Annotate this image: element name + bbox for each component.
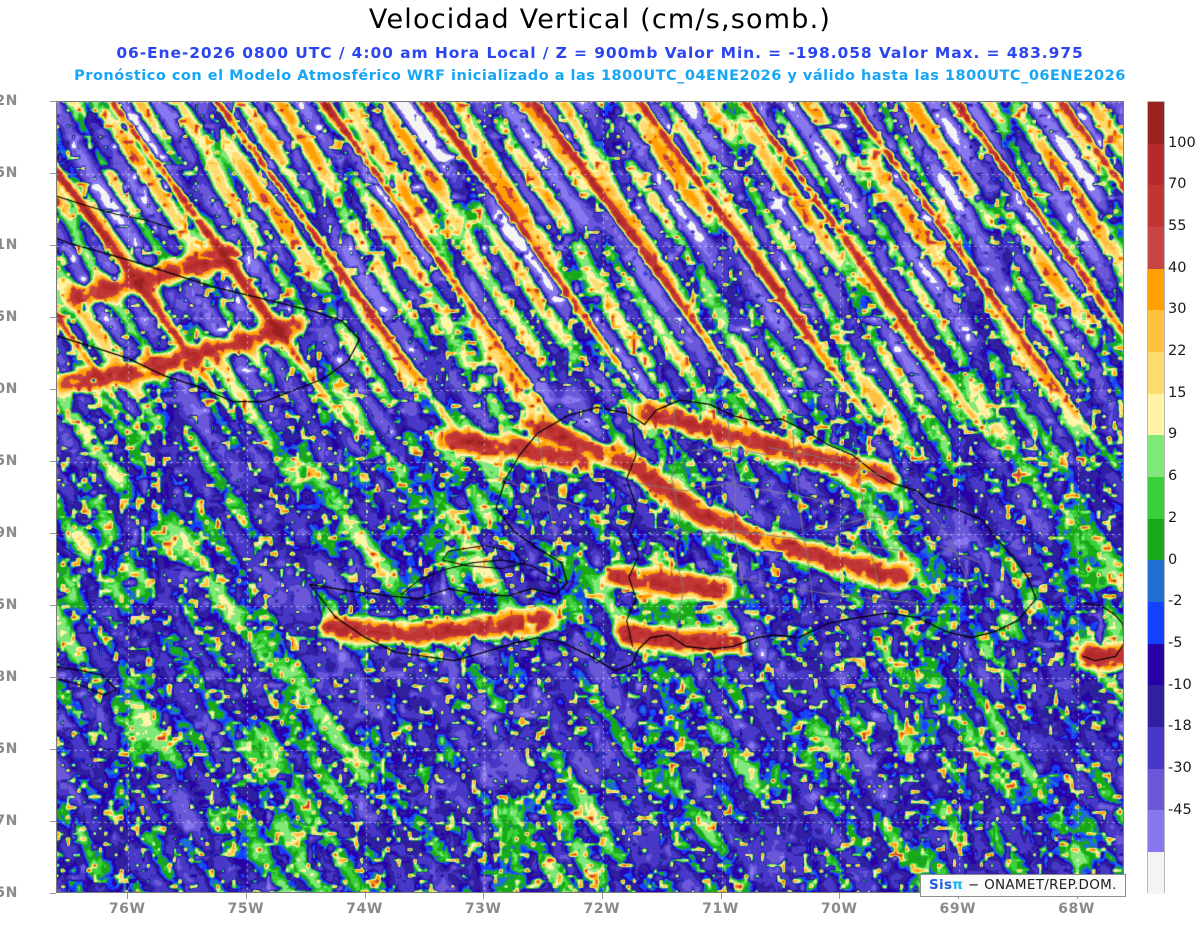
x-axis-tick — [839, 893, 841, 899]
colorbar-tick-label: 9 — [1168, 426, 1178, 443]
colorbar-band — [1148, 143, 1164, 186]
colorbar-tick-label: 22 — [1168, 343, 1187, 360]
x-axis-label: 68W — [1058, 901, 1095, 917]
y-axis-label: 20.5N — [0, 309, 18, 325]
colorbar-band — [1148, 643, 1164, 686]
y-axis-tick — [50, 821, 56, 822]
y-axis-tick — [50, 677, 56, 678]
colorbar-tick-label: -2 — [1168, 593, 1183, 610]
x-axis-label: 69W — [939, 901, 977, 917]
chart-subtitle-line-1: 06-Ene-2026 0800 UTC / 4:00 am Hora Loca… — [116, 44, 1084, 62]
colorbar-band — [1148, 102, 1164, 144]
colorbar-band — [1148, 727, 1164, 769]
x-axis-label: 73W — [464, 901, 502, 917]
y-axis-tick — [50, 605, 56, 606]
colorbar-band — [1148, 435, 1164, 478]
colorbar-tick-label: 6 — [1168, 468, 1178, 485]
chart-subtitle-line-2: Pronóstico con el Modelo Atmosférico WRF… — [74, 68, 1126, 84]
y-axis-label: 17.5N — [0, 741, 18, 757]
y-axis-tick — [50, 317, 56, 318]
colorbar-band — [1148, 602, 1164, 644]
colorbar-tick-label: -18 — [1168, 718, 1192, 735]
colorbar-band — [1148, 393, 1164, 436]
colorbar-band — [1148, 685, 1164, 728]
map-plot-area[interactable] — [56, 101, 1124, 893]
colorbar-tick-label: 2 — [1168, 509, 1178, 526]
y-axis-label: 18.5N — [0, 597, 18, 613]
colorbar-band — [1148, 268, 1164, 311]
colorbar-band — [1148, 810, 1164, 853]
y-axis-label: 19.5N — [0, 453, 18, 469]
x-axis-tick — [720, 893, 722, 899]
colorbar-band — [1148, 518, 1164, 561]
colorbar-tick-label: -10 — [1168, 676, 1192, 693]
x-axis-label: 72W — [583, 901, 621, 917]
x-axis-label: 75W — [227, 901, 265, 917]
y-axis-tick — [50, 101, 56, 102]
colorbar-band — [1148, 560, 1164, 603]
colorbar-band — [1148, 227, 1164, 269]
colorbar-band — [1148, 477, 1164, 519]
y-axis-label: 20N — [0, 381, 18, 397]
attribution-agency: − ONAMET/REP.DOM. — [963, 877, 1117, 893]
colorbar[interactable] — [1147, 101, 1165, 894]
sis-text: Sis — [929, 877, 953, 893]
y-axis-tick — [50, 749, 56, 750]
colorbar-tick-label: 100 — [1168, 134, 1196, 151]
colorbar-band — [1148, 185, 1164, 228]
colorbar-tick-label: -30 — [1168, 759, 1192, 776]
y-axis-tick — [50, 389, 56, 390]
y-axis-label: 17N — [0, 813, 18, 829]
colorbar-tick-label: 55 — [1168, 218, 1187, 235]
colorbar-tick-label: 40 — [1168, 259, 1187, 276]
y-axis-tick — [50, 893, 56, 894]
x-axis-tick — [127, 893, 129, 899]
y-axis-label: 16.5N — [0, 885, 18, 901]
colorbar-tick-label: 15 — [1168, 384, 1187, 401]
y-axis-tick — [50, 173, 56, 174]
colorbar-tick-label: 0 — [1168, 551, 1178, 568]
colorbar-tick-label: 70 — [1168, 176, 1187, 193]
coastline-overlay — [57, 102, 1123, 892]
colorbar-tick-label: -45 — [1168, 801, 1192, 818]
y-axis-label: 19N — [0, 525, 18, 541]
y-axis-label: 21N — [0, 237, 18, 253]
y-axis-tick — [50, 533, 56, 534]
x-axis-label: 70W — [820, 901, 858, 917]
x-axis-label: 71W — [702, 901, 739, 917]
y-axis-label: 22N — [0, 93, 18, 109]
colorbar-band — [1148, 852, 1164, 894]
colorbar-band — [1148, 352, 1164, 394]
x-axis-tick — [601, 893, 603, 899]
pi-icon: π — [952, 877, 964, 893]
y-axis-label: 21.5N — [0, 165, 18, 181]
y-axis-tick — [50, 461, 56, 462]
page-title: Velocidad Vertical (cm/s,somb.) — [368, 4, 832, 35]
colorbar-tick-label: 30 — [1168, 301, 1187, 318]
attribution-badge: Sisπ − ONAMET/REP.DOM. — [920, 874, 1126, 897]
x-axis-tick — [245, 893, 247, 899]
x-axis-label: 76W — [108, 901, 146, 917]
colorbar-band — [1148, 768, 1164, 811]
x-axis-label: 74W — [346, 901, 383, 917]
x-axis-tick — [483, 893, 485, 899]
x-axis-tick — [364, 893, 366, 899]
colorbar-band — [1148, 310, 1164, 353]
y-axis-label: 18N — [0, 669, 18, 685]
y-axis-tick — [50, 245, 56, 246]
colorbar-tick-label: -5 — [1168, 634, 1183, 651]
